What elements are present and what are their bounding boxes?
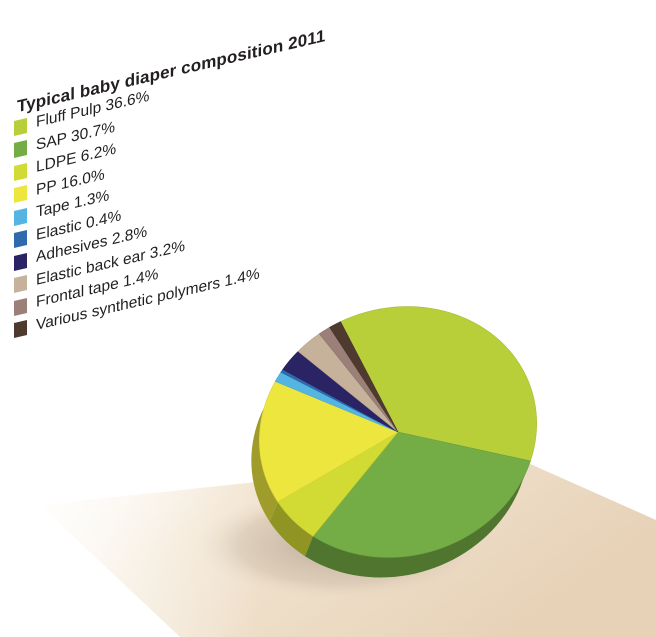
pie-slice-side <box>251 381 278 522</box>
pie-slice-side <box>269 501 314 557</box>
pie-slice <box>312 431 531 558</box>
pie-slice <box>340 306 537 462</box>
legend-swatch <box>14 184 27 203</box>
pie-slice-side <box>305 460 531 578</box>
legend-swatch <box>14 162 27 181</box>
legend-swatch <box>14 139 27 158</box>
legend-swatch <box>14 117 27 136</box>
pie-slice <box>259 381 399 503</box>
legend-swatch <box>14 297 27 316</box>
legend-swatch <box>14 319 27 338</box>
pie-slice <box>329 321 399 433</box>
legend-swatch <box>14 252 27 271</box>
pie-group <box>251 306 537 578</box>
legend-swatch <box>14 274 27 293</box>
pie-slice <box>297 333 399 433</box>
legend-swatch <box>14 229 27 248</box>
legend-swatch <box>14 207 27 226</box>
pie-slice <box>277 431 399 537</box>
